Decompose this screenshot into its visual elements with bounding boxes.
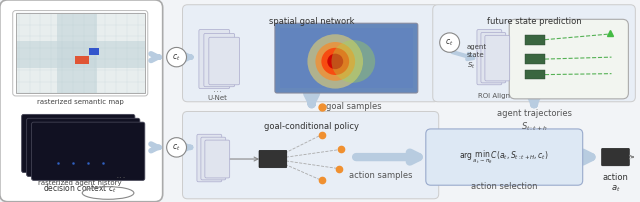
Bar xyxy=(280,28,413,88)
Bar xyxy=(16,41,145,68)
Text: $c_t$: $c_t$ xyxy=(172,143,181,153)
FancyBboxPatch shape xyxy=(481,32,506,83)
Bar xyxy=(16,14,145,93)
FancyBboxPatch shape xyxy=(197,134,221,182)
FancyBboxPatch shape xyxy=(201,137,226,180)
Bar xyxy=(525,35,545,44)
FancyBboxPatch shape xyxy=(205,140,230,178)
FancyBboxPatch shape xyxy=(209,37,239,85)
Circle shape xyxy=(307,34,363,88)
Bar xyxy=(16,14,145,93)
Text: ...: ... xyxy=(212,84,222,94)
Text: goal samples: goal samples xyxy=(326,102,381,111)
FancyBboxPatch shape xyxy=(509,19,628,99)
Text: action samples: action samples xyxy=(349,171,413,180)
Text: U-Net: U-Net xyxy=(207,95,227,101)
Text: $\arg\min_{a_t \sim \pi_\theta} C(a_t, S_{t:t+H}, c_t)$: $\arg\min_{a_t \sim \pi_\theta} C(a_t, S… xyxy=(460,149,549,166)
Text: action
$a_t$: action $a_t$ xyxy=(602,173,628,194)
FancyBboxPatch shape xyxy=(182,5,439,102)
Text: goal-conditional policy: goal-conditional policy xyxy=(264,122,359,131)
Text: ...: ... xyxy=(116,169,127,180)
Text: ROI Align: ROI Align xyxy=(478,93,510,99)
Text: rasterized agent history: rasterized agent history xyxy=(38,180,122,186)
FancyBboxPatch shape xyxy=(182,112,439,199)
Text: future state prediction: future state prediction xyxy=(487,17,581,26)
FancyBboxPatch shape xyxy=(199,29,230,89)
FancyBboxPatch shape xyxy=(485,35,509,81)
Circle shape xyxy=(166,138,186,157)
FancyBboxPatch shape xyxy=(27,118,140,177)
Bar xyxy=(525,54,545,64)
FancyBboxPatch shape xyxy=(259,150,287,168)
Bar xyxy=(280,28,413,88)
FancyBboxPatch shape xyxy=(31,122,145,180)
Bar xyxy=(76,56,89,64)
Text: decision context $c_t$: decision context $c_t$ xyxy=(44,182,117,195)
FancyBboxPatch shape xyxy=(275,23,418,93)
FancyBboxPatch shape xyxy=(204,33,235,87)
Circle shape xyxy=(166,47,186,67)
Circle shape xyxy=(332,40,375,83)
Text: agent trajectories
$S_{t:t+h}$: agent trajectories $S_{t:t+h}$ xyxy=(497,108,572,133)
FancyBboxPatch shape xyxy=(433,5,636,102)
Text: action selection: action selection xyxy=(471,182,538,191)
FancyBboxPatch shape xyxy=(0,0,163,202)
FancyBboxPatch shape xyxy=(22,114,135,173)
Bar xyxy=(525,70,545,79)
Bar xyxy=(89,48,99,55)
FancyBboxPatch shape xyxy=(13,11,148,96)
Circle shape xyxy=(321,48,349,75)
Text: agent
state
$S_t$: agent state $S_t$ xyxy=(467,44,486,71)
Text: $c_t$: $c_t$ xyxy=(172,52,181,63)
Circle shape xyxy=(327,54,343,69)
Text: spatial goal network: spatial goal network xyxy=(269,17,355,26)
Text: rasterized semantic map: rasterized semantic map xyxy=(37,99,124,105)
Bar xyxy=(58,14,97,93)
FancyBboxPatch shape xyxy=(426,129,582,185)
Circle shape xyxy=(316,42,355,81)
FancyBboxPatch shape xyxy=(602,148,629,166)
Circle shape xyxy=(440,33,460,52)
Text: $c_t$: $c_t$ xyxy=(445,38,454,48)
FancyBboxPatch shape xyxy=(477,29,502,85)
